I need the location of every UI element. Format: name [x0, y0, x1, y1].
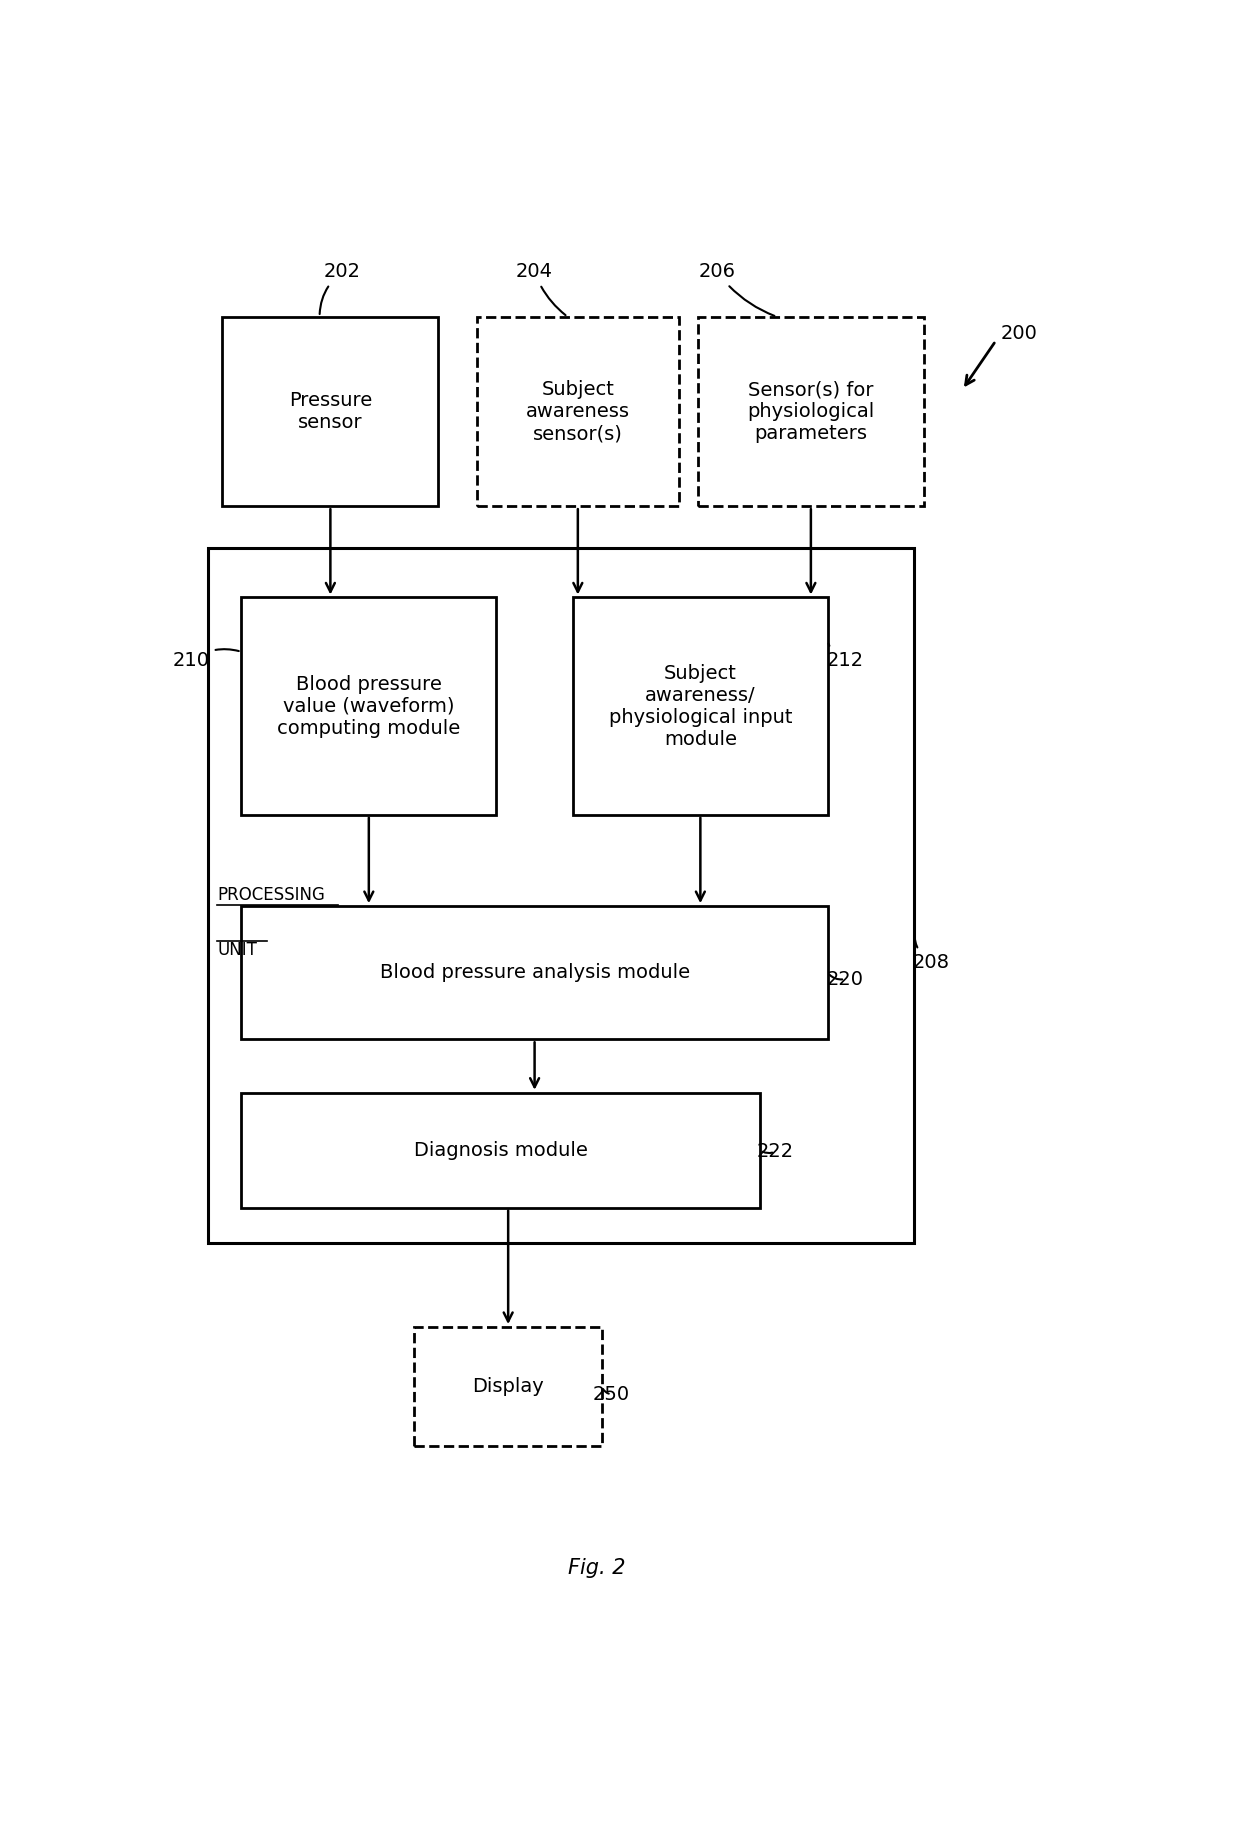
Text: Subject
awareness/
physiological input
module: Subject awareness/ physiological input m… — [609, 663, 792, 749]
Bar — [698, 317, 924, 507]
Bar — [242, 598, 496, 814]
Text: 222: 222 — [756, 1142, 794, 1161]
Bar — [414, 1326, 601, 1447]
Text: Subject
awareness
sensor(s): Subject awareness sensor(s) — [526, 381, 630, 443]
Text: Fig. 2: Fig. 2 — [568, 1558, 626, 1578]
Text: Diagnosis module: Diagnosis module — [414, 1141, 588, 1159]
Bar — [208, 548, 914, 1243]
Text: 200: 200 — [1001, 324, 1038, 343]
Bar — [222, 317, 439, 507]
Text: Display: Display — [472, 1377, 544, 1396]
Text: 204: 204 — [516, 262, 565, 315]
Text: 220: 220 — [827, 969, 863, 989]
Bar — [242, 1093, 760, 1208]
Text: 250: 250 — [593, 1385, 630, 1403]
Bar — [573, 598, 828, 814]
Text: Blood pressure analysis module: Blood pressure analysis module — [379, 964, 689, 982]
Text: 202: 202 — [320, 262, 361, 313]
Text: 210: 210 — [174, 649, 239, 670]
Text: Blood pressure
value (waveform)
computing module: Blood pressure value (waveform) computin… — [278, 674, 460, 738]
Text: PROCESSING: PROCESSING — [217, 885, 325, 904]
Bar — [242, 906, 828, 1039]
Text: Sensor(s) for
physiological
parameters: Sensor(s) for physiological parameters — [748, 381, 874, 443]
Text: Pressure
sensor: Pressure sensor — [289, 392, 372, 432]
Text: 208: 208 — [913, 933, 950, 971]
Bar — [477, 317, 678, 507]
Text: 212: 212 — [826, 643, 863, 670]
Text: UNIT: UNIT — [217, 942, 258, 960]
Text: 206: 206 — [698, 262, 775, 315]
